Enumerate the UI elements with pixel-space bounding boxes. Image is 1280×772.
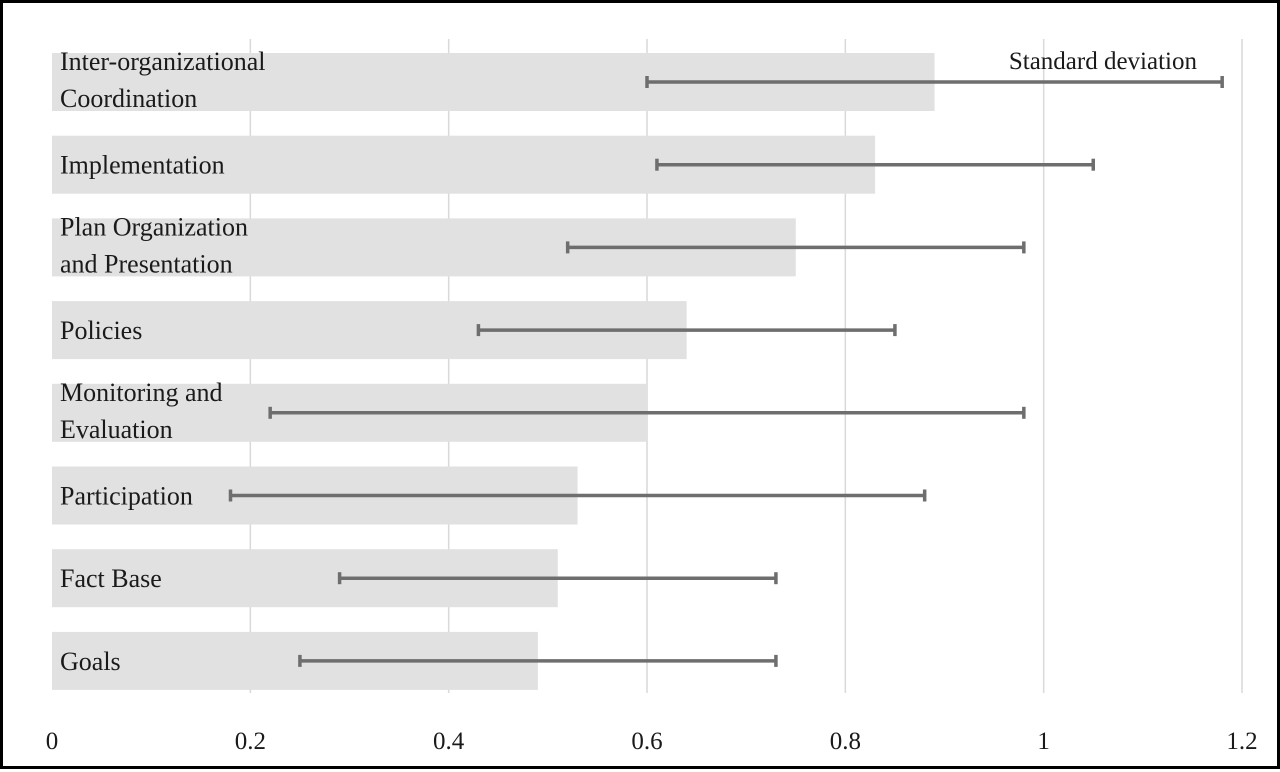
x-tick-label: 0.4: [433, 728, 465, 755]
category-label: Participation: [60, 482, 193, 511]
x-axis-ticks: 0 0.2 0.4 0.6 0.8 1 1.2: [46, 728, 1258, 755]
error-bar: [298, 654, 778, 667]
x-tick-label: 0.6: [631, 728, 662, 755]
x-tick-label: 0.2: [235, 728, 266, 755]
category-label: Fact Base: [60, 564, 162, 593]
x-tick-label: 1.2: [1226, 728, 1257, 755]
error-bar: [476, 324, 897, 337]
error-bar: [228, 489, 927, 502]
legend-standard-deviation: Standard deviation: [1009, 48, 1198, 75]
category-label: Plan Organization: [60, 212, 248, 241]
error-bar: [645, 76, 1224, 88]
category-label: Coordination: [60, 84, 197, 113]
x-tick-label: 0.8: [830, 728, 861, 755]
category-label: Evaluation: [60, 415, 173, 444]
category-label: Goals: [60, 647, 121, 676]
category-label: Monitoring and: [60, 378, 223, 407]
error-bar: [565, 241, 1026, 254]
error-bar: [337, 572, 778, 585]
error-bar: [655, 158, 1095, 171]
x-tick-label: 0: [46, 728, 59, 755]
category-labels: Inter-organizational Coordination Implemen…: [60, 47, 265, 676]
bars: [52, 53, 935, 690]
category-label: Implementation: [60, 151, 225, 180]
error-bar: [268, 406, 1026, 419]
x-tick-label: 1: [1037, 728, 1050, 755]
category-label: Policies: [60, 316, 142, 345]
error-bars: [228, 76, 1224, 667]
category-label: and Presentation: [60, 249, 233, 278]
bar-chart: Inter-organizational Coordination Implemen…: [46, 39, 1258, 755]
category-label: Inter-organizational: [60, 47, 265, 76]
